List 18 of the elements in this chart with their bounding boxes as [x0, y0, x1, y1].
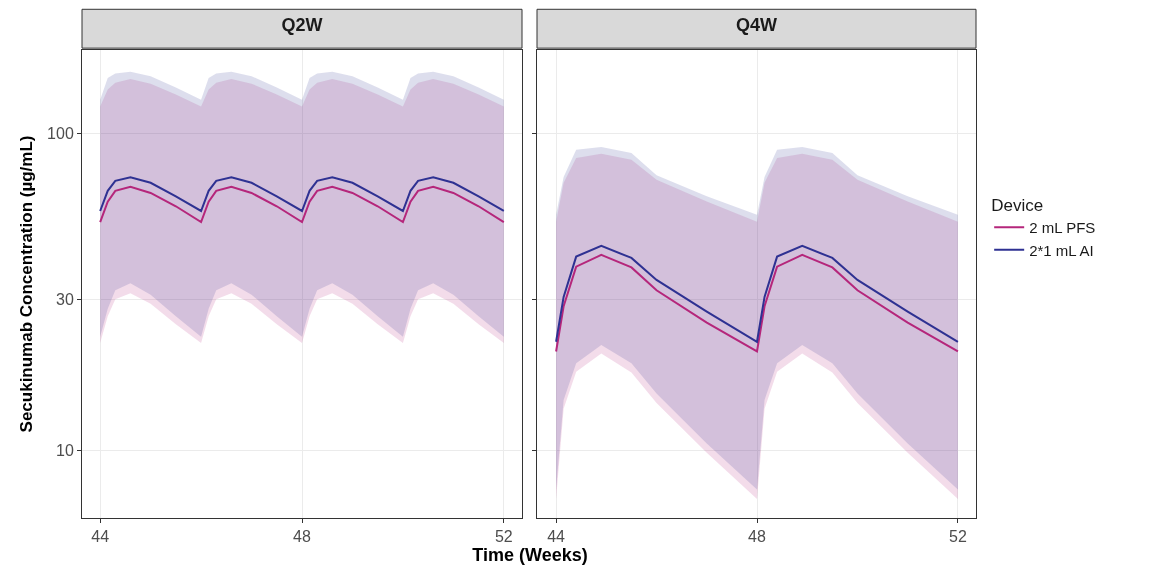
- x-axis-title: Time (Weeks): [471, 545, 589, 566]
- x-tick-label: 48: [293, 528, 311, 546]
- line-series: [99, 176, 505, 212]
- chart-title: Q2W: [281, 15, 323, 36]
- x-tick-label: 44: [547, 528, 566, 546]
- y-tick-label: 10: [56, 441, 74, 459]
- line-series: [99, 185, 505, 224]
- chart-title: Q4W: [735, 15, 778, 36]
- x-tick-label: 52: [949, 528, 967, 546]
- x-tick-label: 44: [91, 528, 110, 546]
- x-tick-label: 48: [748, 528, 766, 546]
- x-tick-label: 52: [494, 528, 513, 546]
- y-tick-label: 30: [56, 290, 74, 308]
- y-tick-label: 100: [47, 125, 74, 143]
- legend-title: Device: [991, 195, 1044, 215]
- y-axis-title: Secukinumab Concentration (µg/mL): [16, 135, 36, 433]
- legend-label: 2 mL PFS: [1029, 219, 1096, 237]
- legend-label: 2*1 mL AI: [1029, 241, 1094, 259]
